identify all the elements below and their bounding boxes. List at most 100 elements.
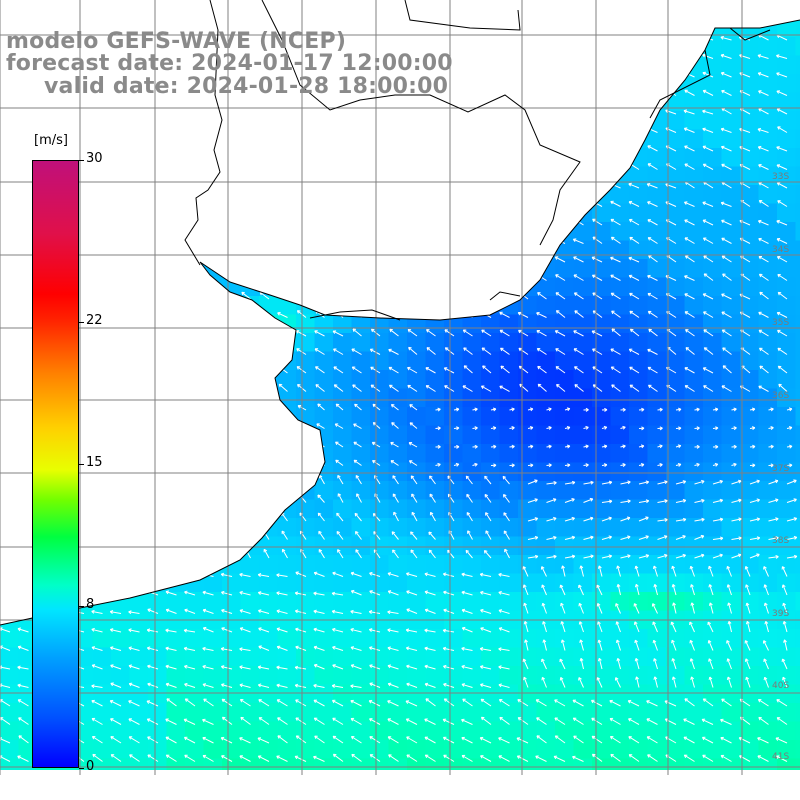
wind-cell: [444, 0, 463, 19]
wind-arrow-head: [503, 530, 508, 534]
wind-arrow-head: [149, 460, 154, 464]
wind-arrow-head: [128, 127, 133, 131]
wind-cell: [444, 240, 464, 260]
wind-arrow-head: [318, 530, 322, 535]
wind-arrow: [611, 366, 621, 374]
wind-arrow: [387, 647, 399, 651]
wind-cell: [777, 740, 797, 760]
wind-cell: [684, 481, 704, 501]
wind-arrow: [648, 328, 658, 337]
wind-arrow: [703, 311, 714, 318]
wind-cell: [684, 333, 704, 353]
wind-arrow: [731, 518, 742, 522]
wind-arrow-head: [604, 407, 608, 412]
wind-arrow-head: [221, 163, 226, 168]
wind-arrow: [758, 146, 769, 152]
wind-arrow: [129, 201, 140, 207]
wind-cell: [555, 758, 575, 770]
wind-arrow: [21, 494, 29, 503]
wind-cell: [0, 758, 20, 770]
wind-cell: [203, 518, 223, 538]
wind-arrow-head: [541, 676, 546, 681]
wind-arrow-head: [524, 639, 528, 643]
wind-arrow: [443, 293, 455, 300]
wind-arrow: [684, 385, 695, 392]
wind-arrow-head: [170, 511, 175, 516]
wind-cell: [425, 407, 445, 427]
wind-arrow-head: [672, 602, 676, 606]
wind-cell: [278, 0, 297, 19]
wind-arrow-head: [481, 347, 486, 351]
wind-arrow-head: [91, 664, 96, 668]
wind-arrow-head: [408, 442, 413, 446]
wind-arrow-head: [424, 646, 428, 651]
wind-cell: [240, 703, 260, 723]
wind-cell: [462, 314, 482, 334]
wind-cell: [462, 555, 482, 575]
wind-arrow-head: [224, 404, 228, 409]
wind-arrow-head: [369, 646, 373, 651]
wind-cell: [518, 462, 538, 482]
wind-cell: [555, 592, 575, 612]
wind-cell: [592, 740, 612, 760]
wind-arrow-head: [243, 475, 248, 480]
wind-arrow: [739, 36, 751, 41]
wind-cell: [148, 222, 168, 242]
wind-cell: [555, 388, 575, 408]
wind-arrow-head: [18, 274, 23, 278]
wind-cell: [444, 462, 464, 482]
wind-arrow-head: [296, 274, 300, 278]
wind-arrow-head: [777, 126, 781, 130]
wind-arrow: [352, 384, 362, 392]
wind-arrow: [295, 610, 307, 614]
wind-cell: [388, 629, 408, 649]
wind-arrow-head: [315, 366, 319, 370]
wind-cell: [92, 684, 112, 704]
wind-arrow-head: [183, 572, 188, 577]
wind-arrow-head: [96, 531, 100, 535]
wind-cell: [684, 703, 704, 723]
wind-cell: [592, 481, 612, 501]
wind-arrow: [673, 602, 677, 614]
wind-cell: [388, 240, 408, 260]
wind-cell: [721, 444, 741, 464]
wind-arrow-head: [165, 682, 170, 687]
wind-arrow: [387, 611, 399, 614]
wind-cell: [666, 481, 686, 501]
wind-arrow-head: [534, 517, 539, 521]
wind-cell: [499, 55, 519, 75]
wind-arrow: [429, 493, 436, 503]
wind-cell: [536, 481, 556, 501]
wind-cell: [795, 166, 800, 186]
wind-arrow-head: [499, 311, 503, 316]
wind-cell: [555, 333, 575, 353]
wind-cell: [647, 222, 667, 242]
wind-arrow: [280, 494, 288, 503]
wind-arrow-head: [591, 164, 595, 169]
wind-arrow: [461, 647, 473, 651]
wind-arrow: [728, 621, 732, 633]
wind-arrow-head: [634, 583, 639, 588]
wind-arrow-head: [55, 126, 59, 131]
wind-arrow: [373, 531, 381, 540]
wind-cell: [351, 758, 371, 770]
wind-cell: [573, 148, 593, 168]
wind-cell: [795, 370, 800, 390]
wind-arrow: [628, 257, 640, 263]
wind-cell: [721, 758, 741, 770]
wind-cell: [388, 129, 408, 149]
wind-arrow: [95, 512, 103, 522]
wind-cell: [148, 647, 168, 667]
wind-arrow: [443, 110, 455, 115]
wind-cell: [333, 740, 353, 760]
wind-arrow-head: [296, 292, 301, 296]
wind-arrow-head: [129, 163, 134, 167]
wind-arrow-head: [203, 237, 207, 242]
wind-arrow: [684, 201, 695, 207]
wind-arrow: [573, 274, 584, 281]
wind-arrow-head: [333, 144, 337, 149]
wind-arrow: [202, 647, 214, 651]
wind-arrow: [657, 519, 668, 522]
wind-arrow: [620, 536, 631, 540]
wind-arrow-head: [258, 256, 263, 260]
